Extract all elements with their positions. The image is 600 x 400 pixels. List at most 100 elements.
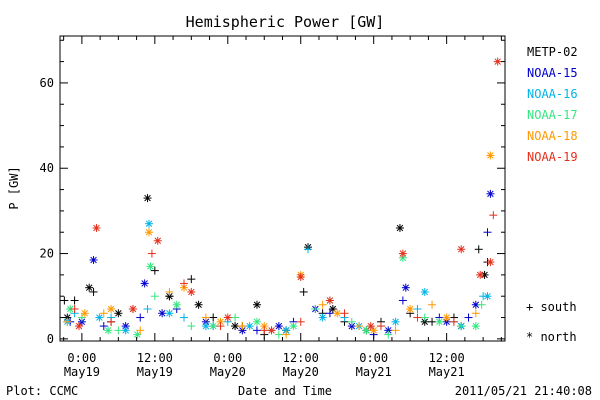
south-point-noaa-19 (489, 211, 498, 220)
south-point-noaa-17 (384, 330, 393, 339)
south-point-noaa-17 (311, 305, 320, 314)
south-point-noaa-17 (457, 322, 466, 331)
north-point-metp-02 (194, 300, 203, 309)
north-point-noaa-17 (289, 322, 298, 331)
north-point-metp-02 (395, 223, 404, 232)
x-tick-date-label: May21 (429, 365, 465, 379)
y-axis: 0 20 40 60 (40, 39, 505, 346)
south-point-noaa-19 (260, 326, 269, 335)
south-point-noaa-18 (471, 309, 480, 318)
south-point-metp-02 (150, 266, 159, 275)
north-point-noaa-18 (333, 309, 342, 318)
south-point-noaa-19 (107, 317, 116, 326)
x-axis: 0:00May1912:00May190:00May2012:00May200:… (63, 36, 502, 379)
north-point-noaa-16 (391, 317, 400, 326)
south-point-noaa-19 (340, 309, 349, 318)
south-point-noaa-18 (355, 322, 364, 331)
south-point-noaa-15 (464, 313, 473, 322)
y-tick-label: 0 (47, 332, 54, 346)
south-point-noaa-15 (99, 322, 108, 331)
north-point-noaa-19 (153, 236, 162, 245)
south-point-noaa-17 (77, 313, 86, 322)
south-point-noaa-18 (99, 309, 108, 318)
north-point-noaa-17 (435, 317, 444, 326)
x-tick-date-label: May20 (283, 365, 319, 379)
x-tick-date-label: May19 (64, 365, 100, 379)
north-point-noaa-15 (274, 322, 283, 331)
south-point-noaa-15 (252, 326, 261, 335)
south-point-noaa-17 (347, 317, 356, 326)
north-point-noaa-19 (366, 322, 375, 331)
y-tick-label: 60 (40, 76, 54, 90)
north-point-noaa-18 (80, 309, 89, 318)
south-point-noaa-18 (201, 313, 210, 322)
north-point-noaa-19 (128, 305, 137, 314)
north-point-noaa-15 (158, 309, 167, 318)
marker-legend: + south * north (526, 300, 577, 344)
north-point-noaa-15 (140, 279, 149, 288)
legend-entry-noaa-18: NOAA-18 (527, 129, 578, 143)
north-point-noaa-16 (245, 322, 254, 331)
north-point-noaa-16 (282, 326, 291, 335)
north-point-noaa-18 (406, 305, 415, 314)
x-tick-date-label: May21 (356, 365, 392, 379)
south-point-noaa-19 (216, 322, 225, 331)
south-point-noaa-17 (187, 322, 196, 331)
south-point-noaa-19 (180, 279, 189, 288)
south-point-metp-02 (299, 287, 308, 296)
north-point-metp-02 (143, 194, 152, 203)
south-point-noaa-17 (420, 313, 429, 322)
north-point-noaa-15 (89, 255, 98, 264)
legend-entry-metp-02: METP-02 (527, 45, 578, 59)
south-point-noaa-16 (180, 313, 189, 322)
north-point-noaa-17 (209, 322, 218, 331)
north-point-noaa-17 (172, 300, 181, 309)
north-point-noaa-19 (223, 313, 232, 322)
south-point-metp-02 (428, 317, 437, 326)
south-point-noaa-18 (318, 300, 327, 309)
south-point-noaa-19 (376, 322, 385, 331)
south-point-metp-02 (187, 275, 196, 284)
legend-entry-noaa-16: NOAA-16 (527, 87, 578, 101)
x-tick-date-label: May20 (210, 365, 246, 379)
south-point-noaa-19 (449, 317, 458, 326)
south-point-noaa-18 (428, 300, 437, 309)
north-point-noaa-16 (165, 309, 174, 318)
north-point-noaa-19 (398, 249, 407, 258)
north-point-noaa-19 (92, 223, 101, 232)
south-point-noaa-17 (477, 300, 486, 309)
x-tick-date-label: May19 (137, 365, 173, 379)
south-point-noaa-19 (296, 317, 305, 326)
north-point-noaa-16 (420, 287, 429, 296)
north-point-noaa-19 (74, 322, 83, 331)
north-point-noaa-17 (252, 317, 261, 326)
south-point-noaa-15 (398, 296, 407, 305)
legend-entry-noaa-15: NOAA-15 (527, 66, 578, 80)
north-point-noaa-16 (318, 313, 327, 322)
north-point-noaa-15 (384, 326, 393, 335)
legend-entry-noaa-17: NOAA-17 (527, 108, 578, 122)
series-legend: METP-02 NOAA-15 NOAA-16 NOAA-17 NOAA-18 NOAA-… (527, 45, 578, 164)
x-tick-time-label: 0:00 (67, 351, 96, 365)
south-point-noaa-18 (282, 330, 291, 339)
north-point-noaa-16 (483, 292, 492, 301)
south-point-noaa-19 (147, 249, 156, 258)
south-point-noaa-18 (238, 322, 247, 331)
legend-entry-noaa-19: NOAA-19 (527, 150, 578, 164)
south-point-noaa-17 (150, 292, 159, 301)
south-point-noaa-16 (143, 305, 152, 314)
south-point-noaa-15 (483, 228, 492, 237)
north-point-noaa-15 (486, 189, 495, 198)
north-point-noaa-17 (133, 330, 142, 339)
north-point-noaa-19 (457, 245, 466, 254)
north-point-metp-02 (114, 309, 123, 318)
north-point-noaa-19 (486, 258, 495, 267)
south-point-metp-02 (474, 245, 483, 254)
south-point-noaa-18 (63, 317, 72, 326)
x-tick-time-label: 0:00 (359, 351, 388, 365)
chart-title: Hemispheric Power [GW] (186, 13, 385, 31)
north-point-noaa-16 (95, 313, 104, 322)
y-tick-label: 40 (40, 161, 54, 175)
south-point-metp-02 (60, 296, 69, 305)
